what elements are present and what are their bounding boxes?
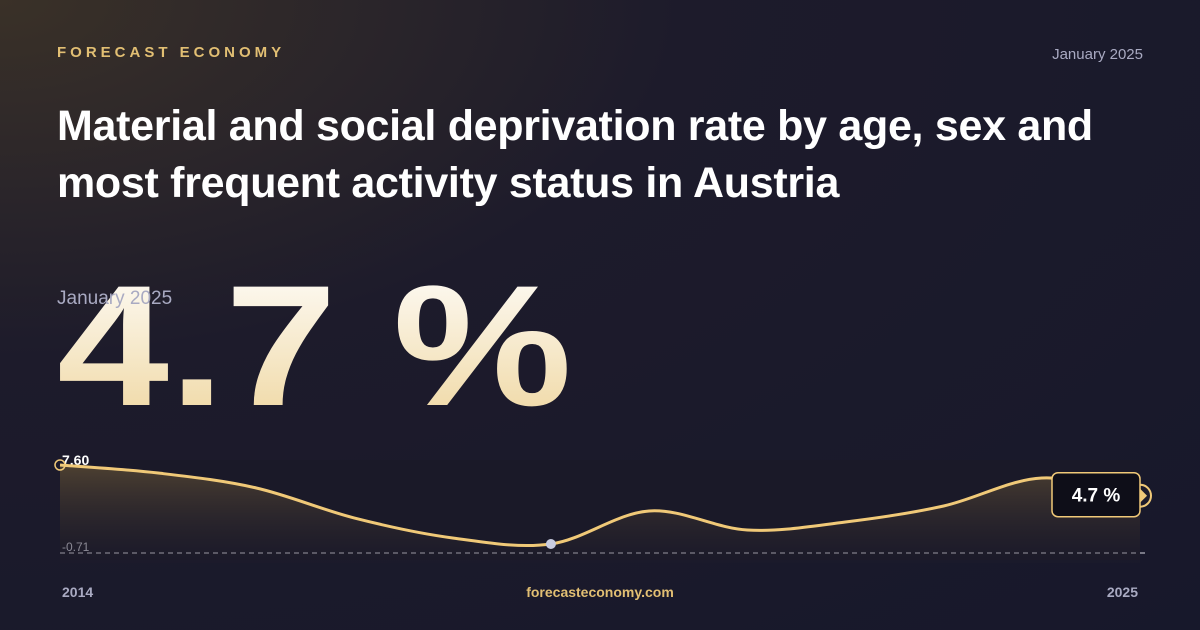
date: January 2025 xyxy=(1052,46,1143,63)
headline-value: 4.7 % xyxy=(57,250,572,442)
area xyxy=(60,465,1140,563)
min-marker xyxy=(545,538,556,549)
line xyxy=(59,463,1141,548)
headline-date: January 2025 xyxy=(57,288,172,309)
footer-site: forecasteconomy.com xyxy=(526,584,674,600)
x-tick-label: 2014 xyxy=(62,584,93,600)
y-tick-label: 7.60 xyxy=(62,452,89,468)
callout-label: 4.7 % xyxy=(1072,486,1121,507)
x-tick-label: 2025 xyxy=(1107,584,1138,600)
callout-box xyxy=(1051,471,1141,518)
brand: FORECAST ECONOMY xyxy=(57,44,286,61)
title: Material and social deprivation rate by … xyxy=(57,102,1093,207)
start-marker xyxy=(54,459,66,471)
